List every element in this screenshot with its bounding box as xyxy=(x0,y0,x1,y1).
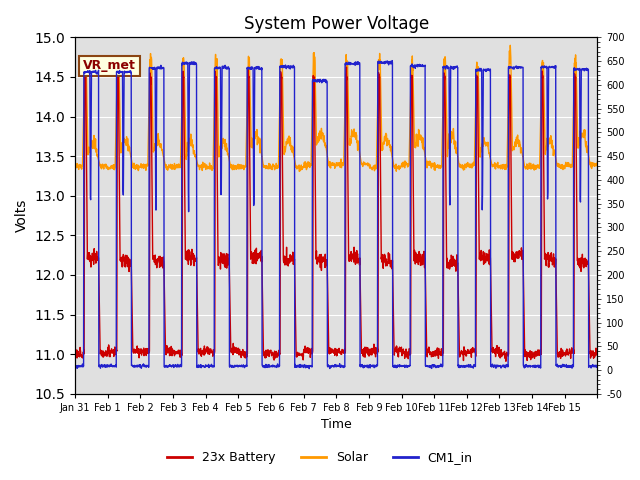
Legend: 23x Battery, Solar, CM1_in: 23x Battery, Solar, CM1_in xyxy=(163,446,477,469)
Y-axis label: Volts: Volts xyxy=(15,199,29,232)
X-axis label: Time: Time xyxy=(321,419,351,432)
Title: System Power Voltage: System Power Voltage xyxy=(244,15,429,33)
Text: VR_met: VR_met xyxy=(83,60,136,72)
